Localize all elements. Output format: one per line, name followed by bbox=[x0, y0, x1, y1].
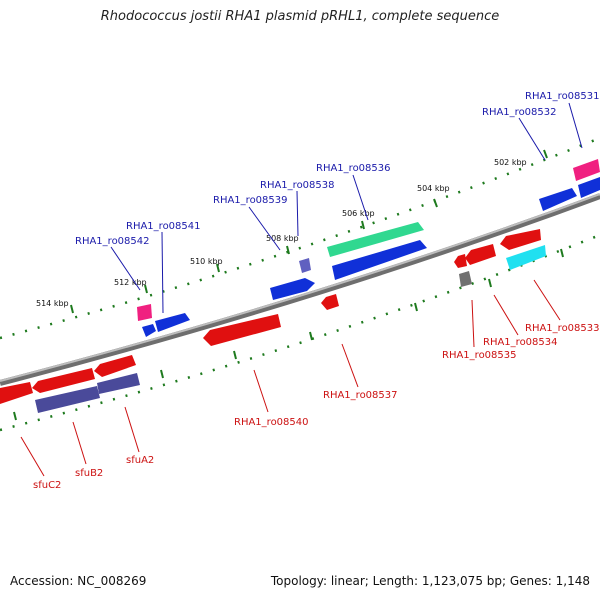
ruler-label: 508 kbp bbox=[266, 234, 299, 243]
gene-sfuA2-b[interactable] bbox=[97, 373, 140, 394]
gene-sfuA2[interactable] bbox=[94, 355, 136, 377]
ruler-major-tick bbox=[488, 278, 492, 288]
leader-line bbox=[110, 246, 141, 291]
gene-label-RHA1_ro08536[interactable]: RHA1_ro08536 bbox=[316, 163, 391, 174]
gene-RHA1_ro08542[interactable] bbox=[137, 304, 152, 321]
gene-label-RHA1_ro08540[interactable]: RHA1_ro08540 bbox=[234, 417, 309, 428]
ruler-major-tick bbox=[70, 304, 74, 314]
gene-sfuB2[interactable] bbox=[32, 368, 95, 393]
leader-line bbox=[341, 343, 359, 388]
gene-RHA1_ro08540[interactable] bbox=[203, 314, 281, 346]
forward-ruler: 502 kbp 504 kbp 506 kbp 508 kbp 510 kbp … bbox=[0, 136, 600, 340]
ruler-major-tick bbox=[13, 411, 17, 421]
leader-line bbox=[471, 299, 475, 348]
gene-RHA1_ro08532[interactable] bbox=[539, 188, 577, 211]
ruler-major-tick bbox=[233, 350, 237, 360]
forward-genes bbox=[137, 159, 600, 337]
ruler-major-tick bbox=[216, 263, 220, 273]
leader-line bbox=[124, 406, 140, 453]
forward-gene-labels: RHA1_ro08531 RHA1_ro08532 RHA1_ro08536 R… bbox=[75, 91, 600, 247]
gene-RHA1_ro08537[interactable] bbox=[321, 294, 339, 310]
gene-RHA1_ro08531-b[interactable] bbox=[578, 177, 600, 198]
gene-label-RHA1_ro08533[interactable]: RHA1_ro08533 bbox=[525, 323, 600, 334]
leader-line bbox=[20, 436, 45, 477]
forward-leader-lines bbox=[110, 102, 583, 314]
ruler-major-tick bbox=[286, 245, 290, 255]
sequence-backbone-highlight bbox=[0, 193, 600, 382]
gene-RHA1_ro08536[interactable] bbox=[327, 222, 424, 257]
leader-line bbox=[568, 102, 583, 149]
gene-label-RHA1_ro08532[interactable]: RHA1_ro08532 bbox=[482, 107, 557, 118]
gene-RHA1_ro08536-b[interactable] bbox=[332, 240, 427, 280]
gene-label-RHA1_ro08539[interactable]: RHA1_ro08539 bbox=[213, 195, 288, 206]
ruler-major-tick bbox=[309, 331, 313, 341]
gene-RHA1_ro08539[interactable] bbox=[270, 278, 315, 300]
reverse-genes bbox=[0, 229, 546, 413]
gene-RHA1_ro08541[interactable] bbox=[155, 313, 190, 332]
gene-label-RHA1_ro08538[interactable]: RHA1_ro08538 bbox=[260, 180, 335, 191]
gene-label-RHA1_ro08535[interactable]: RHA1_ro08535 bbox=[442, 350, 517, 361]
ruler-label: 512 kbp bbox=[114, 278, 147, 287]
gene-RHA1_ro08535-b[interactable] bbox=[459, 271, 472, 287]
leader-line bbox=[248, 206, 281, 251]
gene-label-sfuC2[interactable]: sfuC2 bbox=[33, 480, 61, 491]
leader-line bbox=[72, 421, 87, 465]
leader-line bbox=[533, 279, 561, 321]
ruler-dots bbox=[0, 136, 600, 340]
gene-label-RHA1_ro08534[interactable]: RHA1_ro08534 bbox=[483, 337, 558, 348]
topology-summary-text: Topology: linear; Length: 1,123,075 bp; … bbox=[270, 574, 590, 588]
accession-text: Accession: NC_008269 bbox=[10, 574, 147, 588]
gene-sfuB2-b[interactable] bbox=[35, 386, 100, 413]
gene-RHA1_ro08534[interactable] bbox=[465, 244, 496, 265]
ruler-label: 510 kbp bbox=[190, 257, 223, 266]
leader-line bbox=[253, 369, 269, 413]
sequence-backbone bbox=[0, 193, 600, 386]
gene-label-RHA1_ro08537[interactable]: RHA1_ro08537 bbox=[323, 390, 398, 401]
reverse-gene-labels: RHA1_ro08533 RHA1_ro08534 RHA1_ro08535 R… bbox=[33, 323, 600, 491]
ruler-label: 502 kbp bbox=[494, 158, 527, 167]
gene-RHA1_ro08533[interactable] bbox=[500, 229, 541, 250]
ruler-major-tick bbox=[414, 302, 418, 312]
ruler-major-tick bbox=[560, 248, 564, 258]
gene-RHA1_ro08535[interactable] bbox=[454, 254, 467, 268]
ruler-major-tick bbox=[433, 198, 438, 208]
leader-line bbox=[352, 174, 369, 221]
reverse-leader-lines bbox=[20, 279, 561, 477]
ruler-label: 504 kbp bbox=[417, 184, 450, 193]
gene-label-RHA1_ro08541[interactable]: RHA1_ro08541 bbox=[126, 221, 201, 232]
gene-RHA1_ro08533-b[interactable] bbox=[506, 245, 546, 270]
leader-line bbox=[518, 117, 546, 161]
gene-RHA1_ro08542-b[interactable] bbox=[142, 324, 156, 337]
map-title: Rhodococcus jostii RHA1 plasmid pRHL1, c… bbox=[100, 9, 500, 24]
leader-line bbox=[493, 294, 519, 336]
gene-label-sfuB2[interactable]: sfuB2 bbox=[75, 468, 103, 479]
leader-line bbox=[161, 231, 164, 314]
ruler-major-tick bbox=[543, 149, 548, 159]
gene-RHA1_ro08538[interactable] bbox=[299, 258, 311, 273]
ruler-major-tick bbox=[160, 369, 164, 379]
gene-RHA1_ro08531[interactable] bbox=[573, 159, 600, 181]
leader-line bbox=[296, 190, 299, 237]
ruler-major-tick bbox=[361, 220, 365, 230]
gene-label-sfuA2[interactable]: sfuA2 bbox=[126, 455, 154, 466]
gene-label-RHA1_ro08542[interactable]: RHA1_ro08542 bbox=[75, 236, 150, 247]
gene-sfuC2[interactable] bbox=[0, 382, 33, 404]
ruler-major-tick bbox=[144, 284, 148, 294]
ruler-label: 506 kbp bbox=[342, 209, 375, 218]
ruler-label: 514 kbp bbox=[36, 299, 69, 308]
gene-label-RHA1_ro08531[interactable]: RHA1_ro08531 bbox=[525, 91, 600, 102]
